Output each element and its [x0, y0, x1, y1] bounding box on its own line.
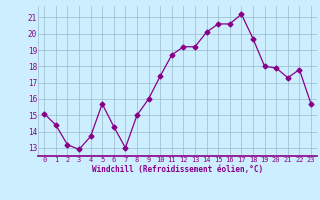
X-axis label: Windchill (Refroidissement éolien,°C): Windchill (Refroidissement éolien,°C)	[92, 165, 263, 174]
